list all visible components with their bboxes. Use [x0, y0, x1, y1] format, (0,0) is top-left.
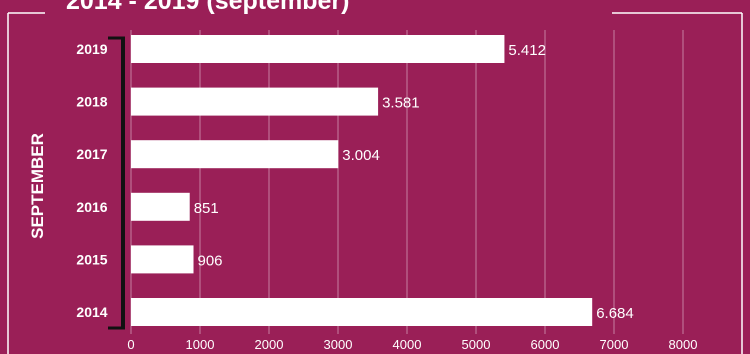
bar — [131, 87, 379, 116]
value-label: 6.684 — [596, 305, 634, 322]
chart-title: 2014 - 2019 (september) — [66, 0, 350, 15]
value-label: 851 — [194, 200, 219, 217]
x-tick-label: 0 — [127, 337, 134, 352]
category-label: 2014 — [76, 304, 107, 320]
x-tick-label: 6000 — [531, 337, 560, 352]
category-label: 2019 — [76, 41, 107, 57]
bar — [131, 35, 505, 63]
bar — [131, 192, 190, 221]
bar — [131, 140, 339, 169]
category-label: 2017 — [76, 146, 107, 162]
x-tick-label: 8000 — [669, 337, 698, 352]
category-label: 2018 — [76, 94, 107, 110]
category-label: 2015 — [76, 251, 107, 267]
value-label: 3.581 — [382, 95, 420, 112]
x-tick-label: 4000 — [393, 337, 422, 352]
x-tick-label: 1000 — [186, 337, 215, 352]
bar — [131, 245, 194, 274]
value-label: 3.004 — [342, 147, 380, 164]
x-tick-label: 5000 — [462, 337, 491, 352]
value-label: 5.412 — [508, 42, 546, 59]
value-label: 906 — [198, 252, 223, 269]
x-tick-label: 2000 — [255, 337, 284, 352]
x-tick-label: 7000 — [600, 337, 629, 352]
x-tick-label: 3000 — [324, 337, 353, 352]
category-label: 2016 — [76, 199, 107, 215]
group-label: SEPTEMBER — [28, 133, 47, 239]
bar — [131, 298, 593, 326]
